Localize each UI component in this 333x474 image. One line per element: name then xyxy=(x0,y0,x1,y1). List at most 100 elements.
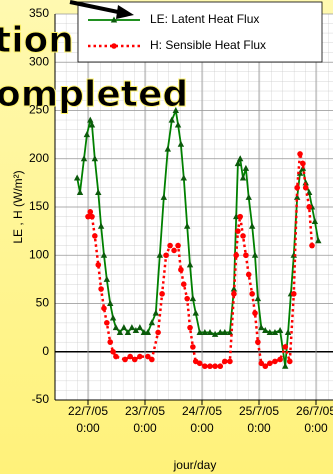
marker xyxy=(87,116,94,123)
marker xyxy=(293,193,301,200)
marker xyxy=(254,295,262,302)
x-tick-label: 0:00 xyxy=(133,421,157,435)
marker xyxy=(174,121,182,128)
y-tick-label: 200 xyxy=(29,151,49,165)
series-line xyxy=(76,107,320,367)
y-tick-label: 350 xyxy=(29,6,49,20)
marker xyxy=(110,16,118,23)
marker xyxy=(156,251,164,258)
marker xyxy=(131,356,138,363)
marker xyxy=(164,145,171,152)
marker xyxy=(97,222,105,229)
marker xyxy=(294,184,300,191)
marker xyxy=(249,291,255,297)
marker xyxy=(177,140,185,147)
marker xyxy=(73,174,81,181)
marker xyxy=(236,155,244,162)
y-tick-label: 50 xyxy=(36,296,50,310)
marker xyxy=(128,324,136,331)
marker xyxy=(262,363,269,370)
x-tick-label: 22/7/05 xyxy=(68,404,108,418)
marker xyxy=(112,324,120,331)
marker xyxy=(80,155,88,162)
x-tick-label: 24/7/05 xyxy=(182,404,222,418)
marker xyxy=(98,286,104,292)
marker xyxy=(272,358,278,365)
marker xyxy=(201,328,209,335)
marker xyxy=(262,327,269,334)
x-tick-label: 23/7/05 xyxy=(125,404,165,418)
marker xyxy=(187,324,193,331)
marker xyxy=(252,310,258,316)
marker xyxy=(300,160,306,167)
marker xyxy=(251,251,259,258)
marker xyxy=(248,222,256,229)
marker xyxy=(217,328,224,335)
marker xyxy=(100,251,108,258)
y-tick-label: 150 xyxy=(29,199,49,213)
marker xyxy=(171,247,177,254)
marker xyxy=(95,262,102,268)
marker xyxy=(296,169,304,176)
marker xyxy=(277,356,283,363)
marker xyxy=(137,353,143,360)
marker xyxy=(144,328,152,335)
marker xyxy=(240,233,246,239)
marker xyxy=(237,213,243,220)
marker xyxy=(226,328,234,335)
marker xyxy=(245,271,252,278)
marker xyxy=(83,131,91,138)
marker xyxy=(235,228,241,234)
annotation: ompleted xyxy=(0,74,188,115)
marker xyxy=(95,189,102,196)
annotation: tion xyxy=(0,20,74,61)
marker xyxy=(127,353,133,360)
marker xyxy=(136,324,144,331)
x-tick-label: 0:00 xyxy=(76,421,100,435)
marker xyxy=(76,189,84,196)
y-tick-label: 0 xyxy=(42,344,49,358)
marker xyxy=(243,252,249,259)
marker xyxy=(159,291,165,297)
marker xyxy=(302,184,309,191)
y-axis-label: LE , H (W/m²) xyxy=(11,170,25,243)
marker xyxy=(206,328,214,335)
marker xyxy=(152,309,160,316)
marker xyxy=(163,252,169,259)
marker xyxy=(266,328,274,335)
arrow-head xyxy=(116,5,134,19)
marker xyxy=(245,193,252,200)
marker xyxy=(196,360,203,367)
x-tick-label: 0:00 xyxy=(247,421,271,435)
marker xyxy=(183,222,191,229)
x-tick-label: 26/7/05 xyxy=(296,404,333,418)
marker xyxy=(227,358,233,365)
marker xyxy=(120,324,128,331)
marker xyxy=(107,300,114,306)
marker xyxy=(282,344,289,350)
marker xyxy=(89,213,95,220)
marker xyxy=(116,328,124,335)
series-line xyxy=(86,153,314,368)
marker xyxy=(148,319,156,326)
x-tick-label: 0:00 xyxy=(190,421,214,435)
marker xyxy=(91,155,99,162)
marker xyxy=(297,151,303,157)
marker xyxy=(111,43,117,49)
marker xyxy=(107,339,114,345)
legend-label: LE: Latent Heat Flux xyxy=(150,12,259,26)
marker xyxy=(221,328,228,335)
marker xyxy=(234,160,242,167)
x-tick-label: 25/7/05 xyxy=(239,404,279,418)
legend-label: H: Sensible Heat Flux xyxy=(150,38,266,52)
marker xyxy=(88,121,96,128)
y-tick-label: 250 xyxy=(29,103,49,117)
marker xyxy=(124,328,132,335)
marker xyxy=(113,353,119,360)
marker xyxy=(311,217,319,224)
marker xyxy=(87,209,94,215)
marker xyxy=(212,363,218,370)
marker xyxy=(175,242,181,249)
marker xyxy=(290,291,297,297)
